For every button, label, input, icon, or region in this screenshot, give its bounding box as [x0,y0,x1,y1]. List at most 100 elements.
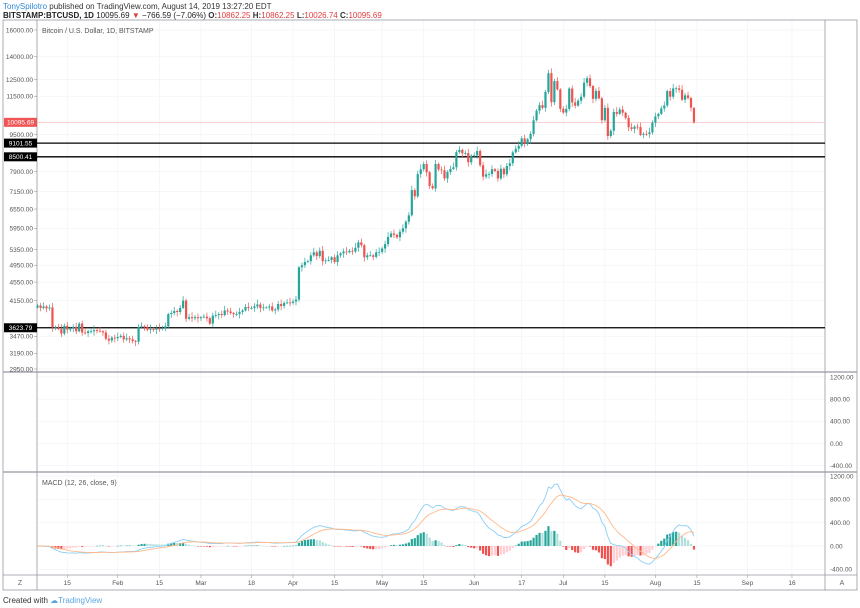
candle-body [229,311,232,314]
candle [333,254,336,264]
candle-body [45,306,48,309]
histogram-bar [455,545,458,546]
price-tick-label: 14000.00 [6,54,33,61]
auto-scale-right-button[interactable]: A [840,580,845,587]
histogram-bar [152,544,155,546]
candle [339,251,342,258]
candle-body [98,330,102,332]
candle-body [517,145,520,149]
histogram-bar [146,543,149,546]
author-link[interactable]: TonySpilotro [3,2,48,11]
histogram-bar [211,546,214,547]
candle-body [262,307,265,309]
candle [520,136,523,148]
candle-body [479,151,482,166]
candle [277,300,280,312]
candle [297,266,301,302]
histogram-bar [321,542,324,546]
axes[interactable]: 16000.00 14000.00 12500.00 11500.00 9500.00 7… [4,27,854,587]
candle [678,84,681,93]
candle-body [140,326,143,328]
candle [544,89,547,112]
candle [529,131,532,144]
histogram-bar [253,545,256,547]
candle-body [642,133,645,135]
histogram-bar [369,546,372,549]
candle-body [577,100,580,106]
candle [268,303,271,311]
candle-body [300,265,304,268]
histogram-bar [597,546,601,553]
histogram-bar [72,546,75,548]
histogram-bar [202,546,206,547]
candle-body [452,167,455,169]
candle-body [69,327,72,330]
candle-body [211,315,214,324]
candle [470,154,473,166]
price-tick-label: 3470.00 [10,334,34,341]
candle [288,297,292,307]
candle-body [461,149,464,154]
close-label: C: [339,11,349,20]
candle-body [591,86,595,99]
time-tick-label: Aug [650,580,662,587]
candle [666,89,669,108]
candle [244,303,247,312]
candle [603,104,606,122]
candle [692,107,696,124]
candle [81,320,84,336]
time-tick-label: 15 [64,580,72,587]
candle-body [149,329,152,330]
histogram-bar [265,545,268,547]
candle-body [271,306,274,311]
candle [137,324,140,345]
histogram-bar [190,545,194,546]
candle [591,84,595,104]
candle-body [689,97,693,108]
candle-body [57,327,60,330]
candle-body [179,307,182,313]
auto-scale-left-button[interactable]: Z [18,580,23,587]
candle-body [86,331,90,334]
candle [505,162,508,177]
candle-body [321,250,324,262]
candle-body [336,255,339,263]
histogram-bar [624,546,627,556]
candle-body [556,81,559,90]
tradingview-link[interactable]: TradingView [58,596,103,605]
candle-body [256,304,259,307]
candle-body [167,314,170,327]
candle-body [315,252,318,257]
candle [86,329,90,337]
candle [312,247,315,258]
candle [199,315,203,322]
candle-body [606,107,609,137]
candle [84,328,87,335]
candle [630,123,633,132]
candle [467,149,470,167]
candle [280,299,283,311]
histogram-bar [179,542,182,546]
candle [392,229,396,239]
candle [238,307,241,319]
candle [75,322,78,335]
candle-body [431,185,434,189]
candle [550,68,553,107]
candle [342,248,345,258]
candle [401,224,405,234]
candle [479,149,482,167]
candle-body [372,255,375,257]
histogram-bar [434,540,437,546]
candle-body [568,88,571,109]
candle-body [559,89,562,109]
candle [119,333,122,339]
histogram-bar [686,540,690,546]
candle-body [113,337,116,339]
candle-body [107,338,110,341]
candle-body [378,251,381,253]
candle-body [508,163,511,166]
chart-frame [2,19,858,591]
histogram-bar [84,546,87,547]
candle [143,324,146,331]
